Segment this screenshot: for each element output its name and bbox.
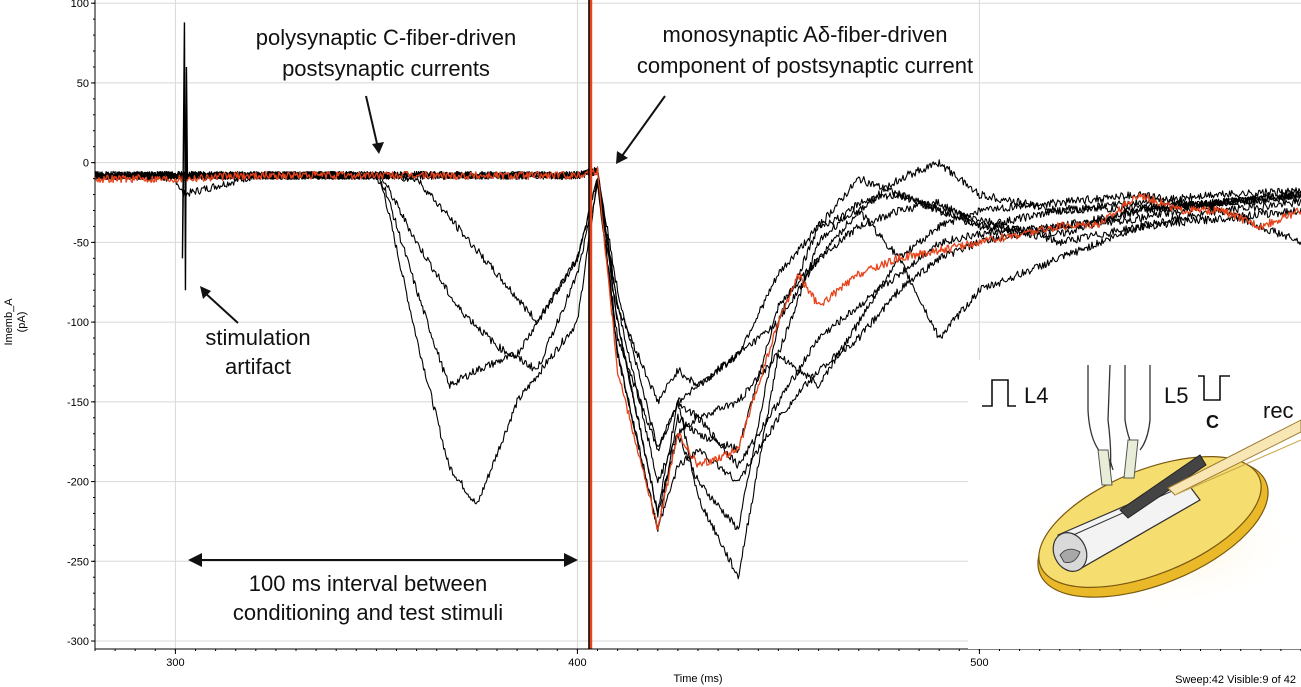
- y-tick-label: -250: [67, 556, 89, 568]
- artifact-label-2: artifact: [225, 354, 291, 379]
- interval-label: 100 ms interval between: [249, 571, 487, 596]
- x-axis-ticks: 300 400 500: [94, 649, 1301, 669]
- c-fiber-arrow: [365, 95, 379, 149]
- trace-line: [95, 166, 1301, 527]
- y-tick-label: -50: [73, 237, 89, 249]
- l4-pulse-icon: [982, 379, 1016, 407]
- y-axis-ticks: 100 50 0 -50 -100 -150 -200 -250 -300: [67, 0, 95, 648]
- a-delta-label-2: component of postsynaptic current: [637, 53, 973, 78]
- y-tick-label: 50: [77, 78, 89, 90]
- inset-label-l5: L5: [1164, 383, 1188, 408]
- y-tick-label: 0: [83, 158, 89, 170]
- x-axis-title: Time (ms): [673, 673, 722, 685]
- y-tick-label: -300: [67, 636, 89, 648]
- y-axis-title: Imemb_A: [3, 298, 15, 346]
- x-tick-label: 300: [166, 657, 184, 669]
- c-fiber-label-2: postsynaptic currents: [282, 56, 490, 81]
- y-tick-label: -150: [67, 397, 89, 409]
- y-axis-unit: (pA): [16, 312, 28, 333]
- dorsal-root-preparation-illustration: L4 L5 C rec: [968, 360, 1301, 649]
- y-tick-label: -100: [67, 317, 89, 329]
- a-delta-label: monosynaptic Aδ-fiber-driven: [663, 22, 948, 47]
- inset-label-c: C: [1206, 412, 1219, 432]
- y-tick-label: 100: [71, 0, 89, 10]
- a-delta-arrow: [621, 95, 666, 157]
- x-tick-label: 400: [568, 657, 586, 669]
- interval-label-2: conditioning and test stimuli: [233, 600, 503, 625]
- trace-group: [95, 159, 1301, 580]
- sweep-status: Sweep:42 Visible:9 of 42: [1175, 674, 1296, 686]
- stimulus-artifacts: [181, 0, 593, 649]
- highlighted-trace: [95, 166, 1301, 530]
- artifact-arrow: [203, 291, 239, 324]
- annotations: polysynaptic C-fiber-driven postsynaptic…: [188, 22, 973, 625]
- artifact-label: stimulation: [205, 325, 310, 350]
- trace-line: [95, 159, 1301, 447]
- y-tick-label: -200: [67, 477, 89, 489]
- inset-label-rec: rec: [1263, 398, 1294, 423]
- inset-label-l4: L4: [1024, 383, 1048, 408]
- x-tick-label: 500: [970, 657, 988, 669]
- trace-line: [95, 168, 1301, 484]
- l5-pulse-icon: [1198, 375, 1230, 401]
- c-fiber-label: polysynaptic C-fiber-driven: [256, 25, 516, 50]
- conditioning-stimulus-artifact: [181, 22, 189, 291]
